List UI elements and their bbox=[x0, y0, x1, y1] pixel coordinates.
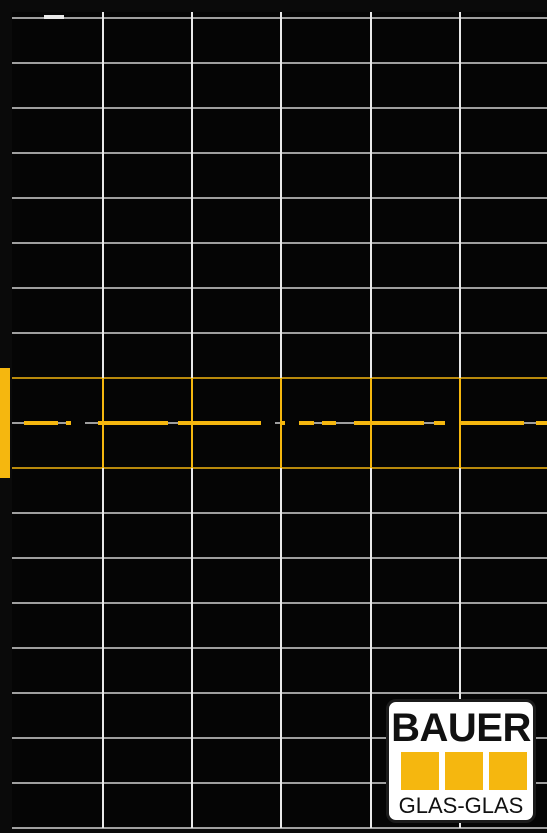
brand-badge: BAUER GLAS-GLAS bbox=[386, 699, 536, 823]
top-label-bar bbox=[44, 15, 64, 19]
brand-square-1 bbox=[401, 752, 439, 790]
junction-gap bbox=[445, 419, 459, 427]
brand-square-2 bbox=[445, 752, 483, 790]
brand-subtitle: GLAS-GLAS bbox=[398, 793, 524, 818]
junction-gap bbox=[71, 419, 85, 427]
brand-squares bbox=[401, 752, 527, 790]
edge-accent bbox=[0, 368, 10, 478]
brand-square-3 bbox=[489, 752, 527, 790]
brand-title: BAUER bbox=[391, 706, 531, 750]
junction-gap bbox=[285, 419, 299, 427]
junction-gap bbox=[261, 419, 275, 427]
